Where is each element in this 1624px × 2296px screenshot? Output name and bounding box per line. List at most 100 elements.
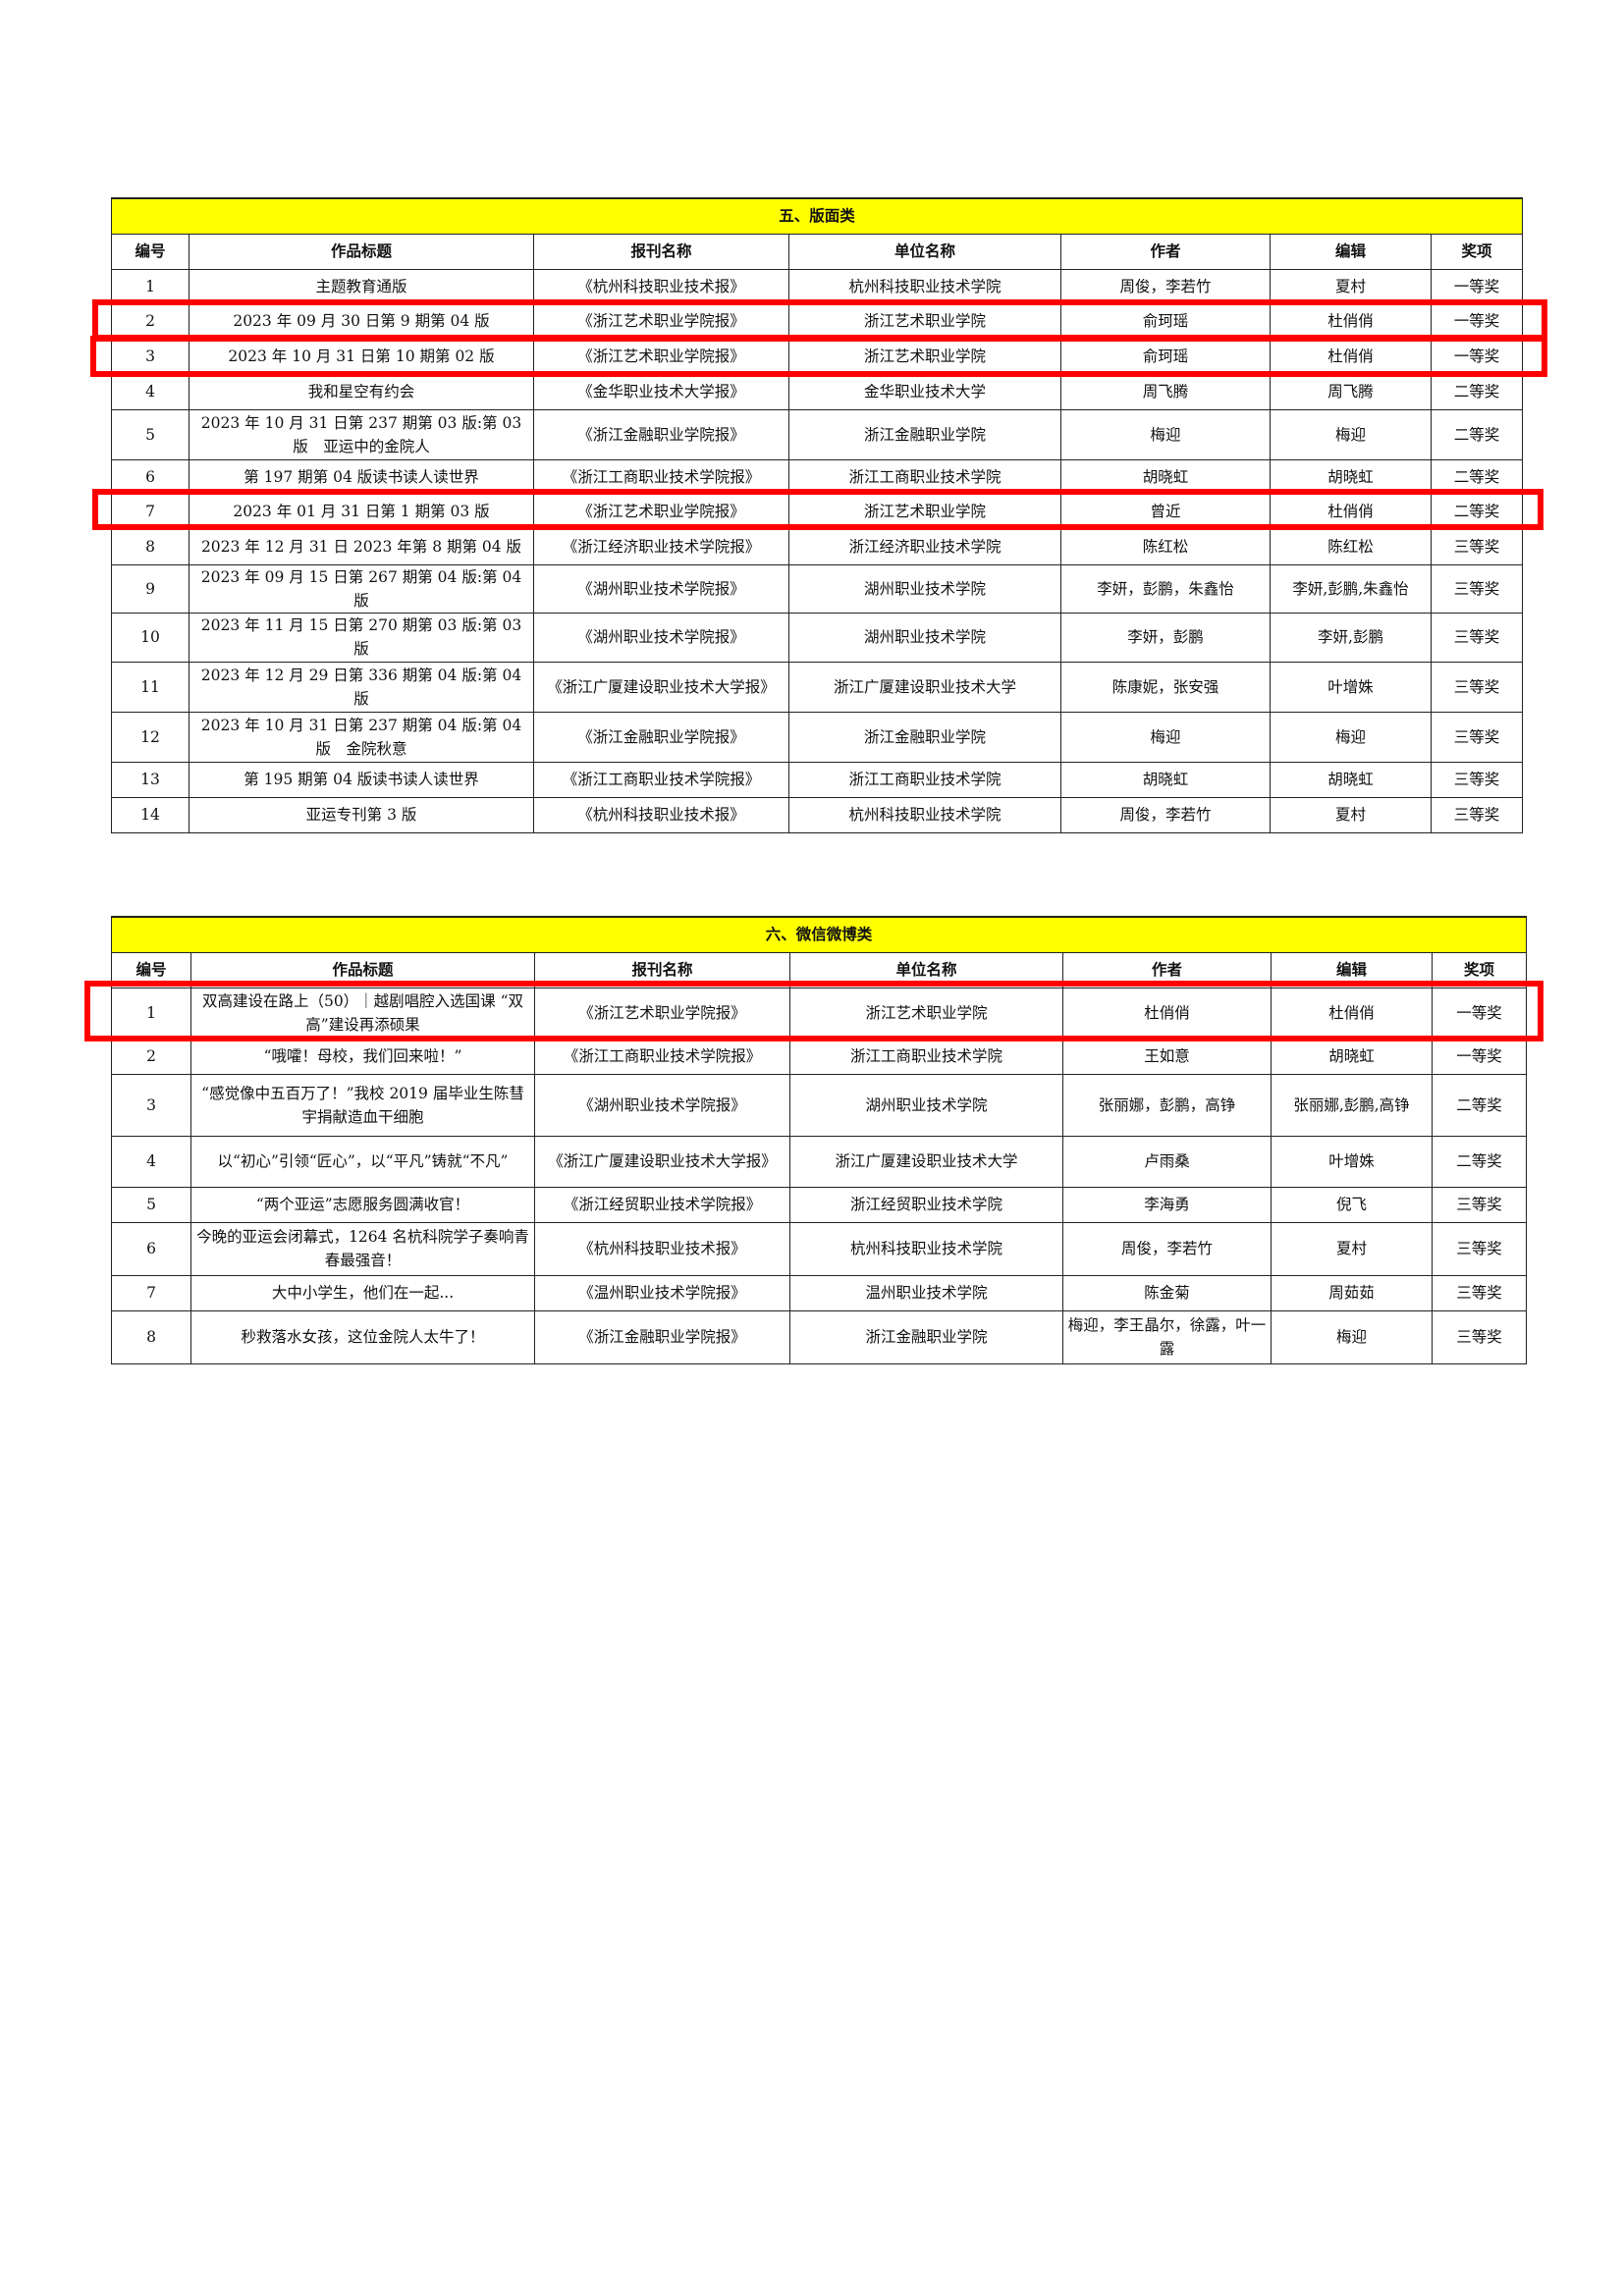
table-cell: 7 [111,1274,191,1311]
table-cell: “两个亚运”志愿服务圆满收官！ [190,1186,535,1223]
table-cell: 10 [111,612,189,663]
table-cell: 浙江经济职业技术学院 [788,528,1061,565]
table-cell: 3 [111,338,189,375]
table-cell: 《浙江工商职业技术学院报》 [533,761,789,798]
table-cell: 夏村 [1271,1221,1433,1276]
table-layout-category: 五、版面类 编号 作品标题 报刊名称 单位名称 作者 编辑 奖项 1 主题教育通版 《杭州科技职业技… [111,197,1523,833]
table-cell: 陈金菊 [1062,1274,1272,1311]
table-cell: 二等奖 [1431,408,1523,460]
table-row: 10 2023 年 11 月 15 日第 270 期第 03 版:第 03 版《湖… [111,612,1523,663]
table-cell: 2023 年 10 月 31 日第 237 期第 04 版:第 04 版 金院秋… [189,711,534,763]
table-cell: 胡晓虹 [1270,458,1432,495]
table-cell: 三等奖 [1431,563,1523,614]
table-cell: 浙江艺术职业学院 [788,302,1061,340]
table-cell: 2 [111,1038,191,1075]
table-cell: 杭州科技职业技术学院 [788,268,1061,304]
table-cell: 第 197 期第 04 版读书读人读世界 [189,458,534,495]
table-row: 14 亚运专刊第 3 版《杭州科技职业技术报》 杭州科技职业技术学院 周俊，李若竹 夏村… [111,796,1523,833]
table-cell: 《杭州科技职业技术报》 [534,1221,790,1276]
table-cell: 2023 年 01 月 31 日第 1 期第 03 版 [189,493,534,530]
table-row: 3 “感觉像中五百万了！”我校 2019 届毕业生陈彗宇捐献造血干细胞 《湖州职业技… [111,1073,1528,1137]
column-header: 作品标题 [189,233,534,270]
table-cell: 王如意 [1062,1038,1272,1075]
table-cell: 周茹茹 [1271,1274,1433,1311]
column-header: 报刊名称 [534,951,790,988]
table-cell: 陈红松 [1270,528,1432,565]
table-cell: 金华职业技术大学 [788,373,1061,410]
table-cell: 《湖州职业技术学院报》 [533,563,789,614]
table-cell: 2023 年 09 月 15 日第 267 期第 04 版:第 04 版 [189,563,534,614]
column-header: 作者 [1060,233,1271,270]
table-cell: 杜俏俏 [1270,338,1432,375]
table-cell: 《浙江广厦建设职业技术大学报》 [533,661,789,713]
table-cell: 李妍，彭鹏，朱鑫怡 [1060,563,1271,614]
table-cell: 杜俏俏 [1062,987,1272,1040]
table-cell: 三等奖 [1431,796,1523,833]
table-cell: 浙江金融职业学院 [789,1309,1063,1364]
table-cell: 周俊，李若竹 [1060,796,1271,833]
table-cell: 4 [111,1135,191,1188]
table-cell: 梅迎，李王晶尔，徐露，叶一露 [1062,1309,1272,1364]
table-cell: 叶增姝 [1270,661,1432,713]
table-cell: 2023 年 09 月 30 日第 9 期第 04 版 [189,302,534,340]
table-cell: 5 [111,1186,191,1223]
table-cell: 二等奖 [1431,458,1523,495]
table-cell: 周俊，李若竹 [1060,268,1271,304]
table-cell: 浙江金融职业学院 [788,408,1061,460]
column-header: 作者 [1062,951,1272,988]
table-row: 7 2023 年 01 月 31 日第 1 期第 03 版《浙江艺术职业学院报》浙… [111,493,1523,530]
table-cell: 三等奖 [1431,1186,1528,1223]
table-cell: 2023 年 12 月 31 日 2023 年第 8 期第 04 版 [189,528,534,565]
table-row: 2 2023 年 09 月 30 日第 9 期第 04 版《浙江艺术职业学院报》浙… [111,302,1523,340]
table-cell: 三等奖 [1431,761,1523,798]
table-row: 1 主题教育通版 《杭州科技职业技术报》 杭州科技职业技术学院 周俊，李若竹 夏村 一等奖 [111,268,1523,304]
table-row: 11 2023 年 12 月 29 日第 336 期第 04 版:第 04 版《浙… [111,661,1523,713]
table-cell: 李妍，彭鹏 [1060,612,1271,663]
table-cell: 我和星空有约会 [189,373,534,410]
table-cell: 浙江经贸职业技术学院 [789,1186,1063,1223]
table-row: 13 第 195 期第 04 版读书读人读世界 《浙江工商职业技术学院报》 浙江工商职… [111,761,1523,798]
table-cell: 曾近 [1060,493,1271,530]
column-header: 单位名称 [789,951,1063,988]
table-cell: 张丽娜，彭鹏，高铮 [1062,1073,1272,1137]
section-title: 六、微信微博类 [110,916,1528,953]
table-cell: 周飞腾 [1270,373,1432,410]
table-cell: 杭州科技职业技术学院 [788,796,1061,833]
table-cell: 三等奖 [1431,1221,1528,1276]
table-cell: 周俊，李若竹 [1062,1221,1272,1276]
table-row: 1 双高建设在路上（50）｜越剧唱腔入选国课 “双高”建设再添硕果 《浙江艺术职业学… [111,987,1528,1040]
table-cell: 2023 年 11 月 15 日第 270 期第 03 版:第 03 版 [189,612,534,663]
table-row: 4 我和星空有约会 《金华职业技术大学报》 金华职业技术大学 周飞腾 周飞腾 二等奖 [111,373,1523,410]
table-row: 8 2023 年 12 月 31 日 2023 年第 8 期第 04 版《浙江经济… [111,528,1523,565]
column-header: 编辑 [1270,233,1432,270]
table-cell: 7 [111,493,189,530]
table-cell: 胡晓虹 [1060,458,1271,495]
table-cell: 浙江艺术职业学院 [788,493,1061,530]
table-cell: 2 [111,302,189,340]
table-cell: 李妍,彭鹏 [1270,612,1432,663]
table-cell: 浙江工商职业技术学院 [788,458,1061,495]
table-cell: 3 [111,1073,191,1137]
table-cell: 《浙江工商职业技术学院报》 [534,1038,790,1075]
table-cell: 2023 年 10 月 31 日第 10 期第 02 版 [189,338,534,375]
table-cell: 杭州科技职业技术学院 [789,1221,1063,1276]
table-cell: 大中小学生，他们在一起... [190,1274,535,1311]
table-cell: 6 [111,458,189,495]
table-cell: 一等奖 [1431,302,1523,340]
table-cell: 温州职业技术学院 [789,1274,1063,1311]
table-cell: 一等奖 [1431,268,1523,304]
table-cell: 浙江艺术职业学院 [789,987,1063,1040]
table-cell: 5 [111,408,189,460]
table-cell: 梅迎 [1271,1309,1433,1364]
table-cell: 梅迎 [1270,408,1432,460]
table-cell: 4 [111,373,189,410]
table-row: 3 2023 年 10 月 31 日第 10 期第 02 版《浙江艺术职业学院报》… [111,338,1523,375]
table-cell: 一等奖 [1431,338,1523,375]
table-cell: 9 [111,563,189,614]
table-cell: 浙江金融职业学院 [788,711,1061,763]
column-header: 奖项 [1431,233,1523,270]
table-cell: 《湖州职业技术学院报》 [533,612,789,663]
table-cell: 李海勇 [1062,1186,1272,1223]
table-cell: 一等奖 [1431,987,1528,1040]
table-cell: 14 [111,796,189,833]
